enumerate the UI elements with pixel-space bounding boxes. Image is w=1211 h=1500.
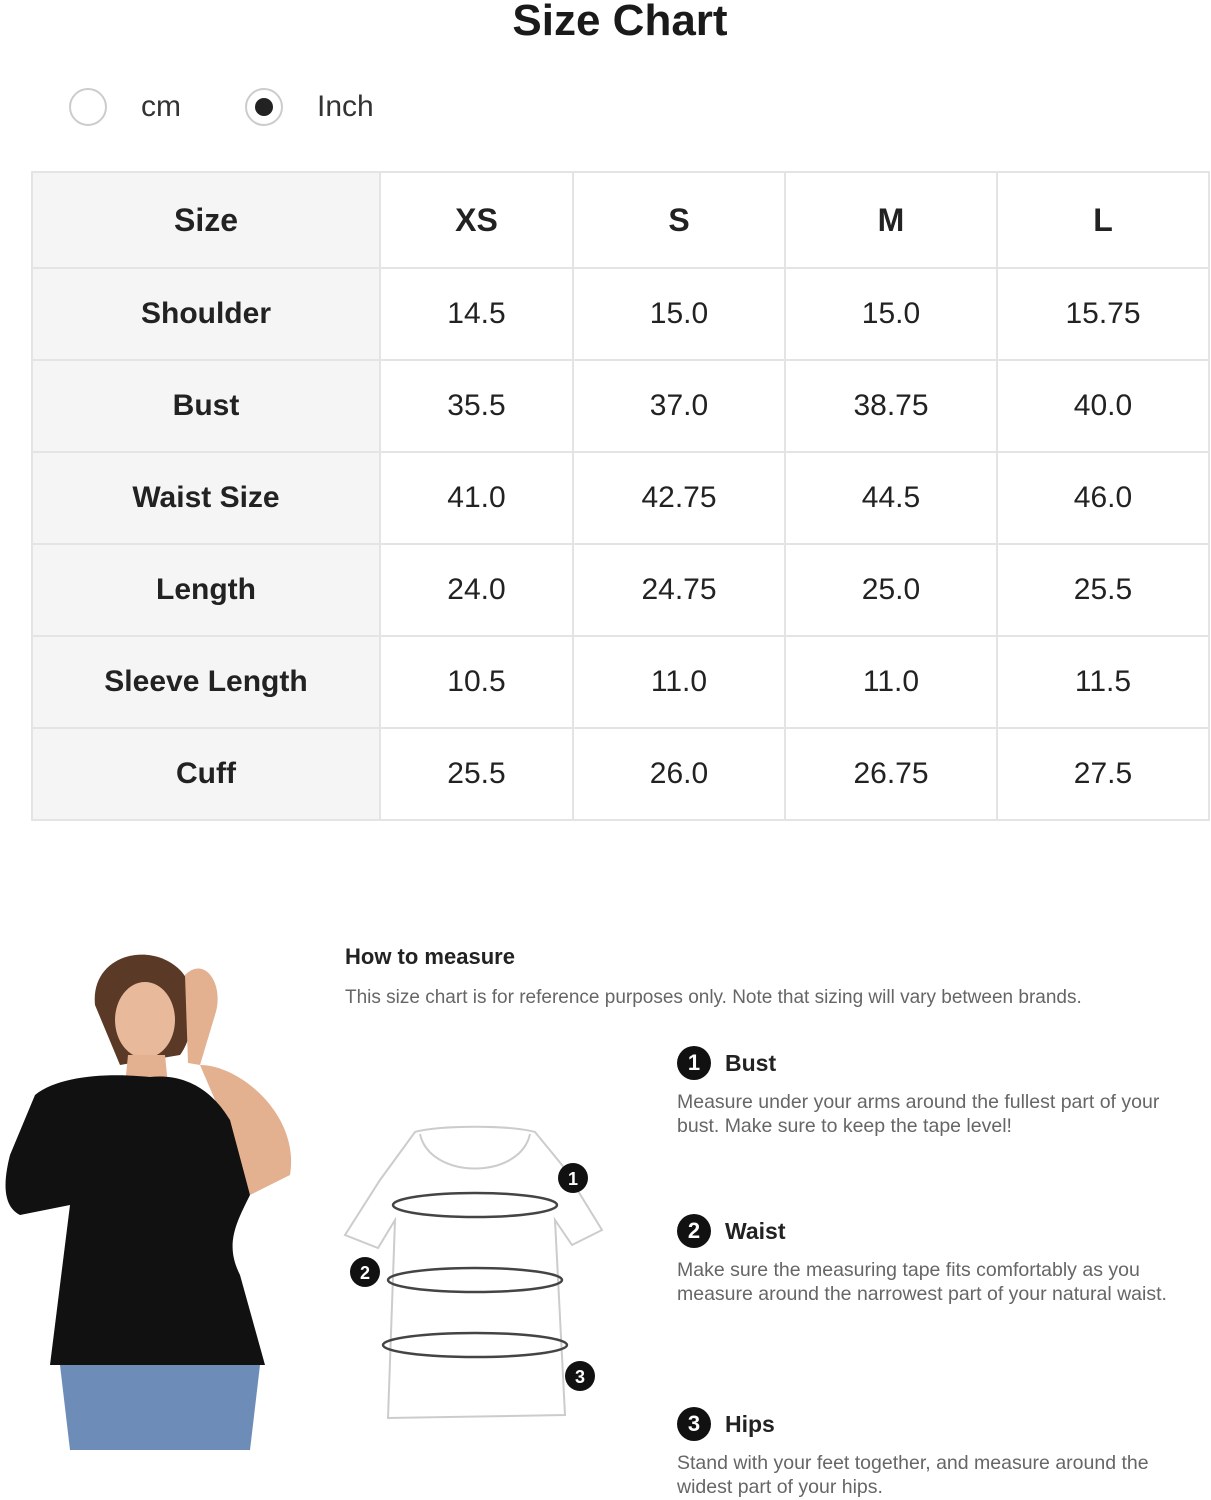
table-cell: 25.5	[996, 543, 1210, 637]
table-row: Cuff 25.5 26.0 26.75 27.5	[31, 727, 1210, 821]
svg-text:3: 3	[575, 1367, 585, 1387]
row-label: Length	[31, 543, 381, 637]
size-table: Size XS S M L Shoulder 14.5 15.0 15.0 15.75 Bust 35…	[31, 171, 1210, 821]
measure-item-waist: 2 Waist Make sure the measuring tape fits…	[677, 1214, 1197, 1306]
table-cell: 15.0	[784, 267, 998, 361]
reference-note: This size chart is for reference purpose…	[345, 987, 1082, 1008]
column-header: Size	[31, 171, 381, 269]
table-cell: 25.0	[784, 543, 998, 637]
marker-3: 3	[565, 1361, 595, 1391]
column-header: S	[572, 171, 786, 269]
table-header-row: Size XS S M L	[31, 171, 1210, 269]
radio-inch-label[interactable]: Inch	[317, 90, 374, 123]
column-header: M	[784, 171, 998, 269]
page-title: Size Chart	[512, 0, 728, 45]
marker-1: 1	[558, 1163, 588, 1193]
table-cell: 11.0	[572, 635, 786, 729]
how-to-measure-title: How to measure	[345, 944, 515, 969]
svg-text:2: 2	[360, 1263, 370, 1283]
row-label: Sleeve Length	[31, 635, 381, 729]
table-row: Shoulder 14.5 15.0 15.0 15.75	[31, 267, 1210, 361]
table-cell: 41.0	[379, 451, 574, 545]
table-cell: 25.5	[379, 727, 574, 821]
measure-title: Bust	[725, 1049, 777, 1076]
row-label: Bust	[31, 359, 381, 453]
measure-desc: Make sure the measuring tape fits comfor…	[677, 1259, 1167, 1305]
shirt-diagram: 1 2 3	[343, 1125, 604, 1420]
measure-item-hips: 3 Hips Stand with your feet together, and…	[677, 1407, 1197, 1499]
radio-selected-dot	[255, 98, 273, 116]
table-cell: 15.0	[572, 267, 786, 361]
table-cell: 26.75	[784, 727, 998, 821]
radio-inch[interactable]	[245, 88, 283, 126]
table-cell: 24.0	[379, 543, 574, 637]
svg-text:1: 1	[568, 1169, 578, 1189]
table-cell: 24.75	[572, 543, 786, 637]
table-cell: 37.0	[572, 359, 786, 453]
measure-title: Waist	[725, 1217, 786, 1244]
row-label: Waist Size	[31, 451, 381, 545]
table-cell: 40.0	[996, 359, 1210, 453]
measure-desc: Measure under your arms around the fulle…	[677, 1091, 1160, 1137]
table-cell: 42.75	[572, 451, 786, 545]
measure-item-bust: 1 Bust Measure under your arms around the…	[677, 1046, 1197, 1138]
row-label: Shoulder	[31, 267, 381, 361]
table-row: Waist Size 41.0 42.75 44.5 46.0	[31, 451, 1210, 545]
table-cell: 11.5	[996, 635, 1210, 729]
radio-cm[interactable]	[69, 88, 107, 126]
table-cell: 44.5	[784, 451, 998, 545]
measure-title: Hips	[725, 1410, 775, 1437]
table-cell: 14.5	[379, 267, 574, 361]
table-cell: 26.0	[572, 727, 786, 821]
number-2-icon: 2	[677, 1214, 711, 1248]
column-header: XS	[379, 171, 574, 269]
number-1-icon: 1	[677, 1046, 711, 1080]
table-cell: 38.75	[784, 359, 998, 453]
number-3-icon: 3	[677, 1407, 711, 1441]
table-row: Bust 35.5 37.0 38.75 40.0	[31, 359, 1210, 453]
column-header: L	[996, 171, 1210, 269]
unit-selector: cm Inch	[69, 88, 438, 126]
model-photo	[5, 954, 292, 1450]
table-cell: 27.5	[996, 727, 1210, 821]
marker-2: 2	[350, 1257, 380, 1287]
row-label: Cuff	[31, 727, 381, 821]
radio-cm-label[interactable]: cm	[141, 90, 181, 123]
measure-desc: Stand with your feet together, and measu…	[677, 1452, 1149, 1498]
table-cell: 10.5	[379, 635, 574, 729]
table-cell: 46.0	[996, 451, 1210, 545]
table-cell: 15.75	[996, 267, 1210, 361]
table-cell: 35.5	[379, 359, 574, 453]
table-row: Length 24.0 24.75 25.0 25.5	[31, 543, 1210, 637]
table-cell: 11.0	[784, 635, 998, 729]
table-row: Sleeve Length 10.5 11.0 11.0 11.5	[31, 635, 1210, 729]
